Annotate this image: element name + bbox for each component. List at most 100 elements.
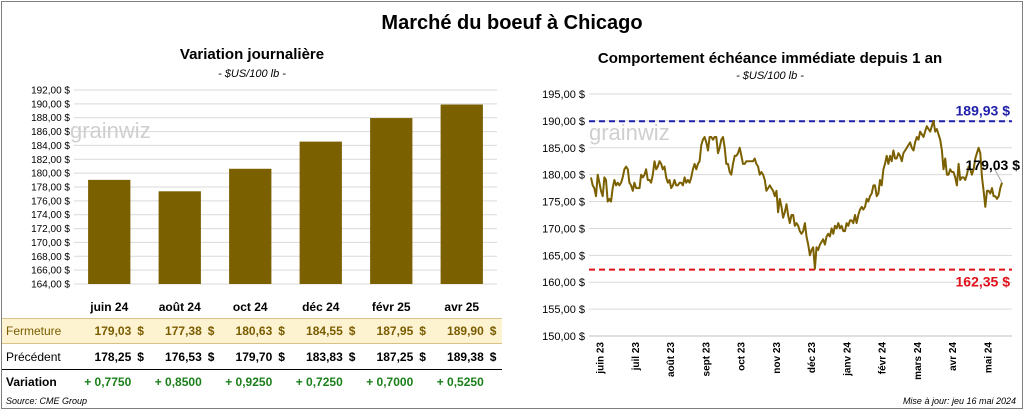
currency-symbol: $ <box>278 350 285 364</box>
table-cell: 177,38 <box>165 324 202 338</box>
x-tick-label: déc 23 <box>807 342 818 374</box>
x-tick-label: juin 23 <box>596 342 607 375</box>
y-tick-label: 192,00 $ <box>31 86 70 97</box>
line-chart-title: Comportement échéance immédiate depuis 1… <box>597 50 943 67</box>
update-note: Mise à jour: jeu 16 mai 2024 <box>902 396 1016 406</box>
currency-symbol: $ <box>137 324 144 338</box>
x-tick-label: mai 24 <box>983 342 994 374</box>
watermark-logo: grainwiz <box>589 120 670 145</box>
y-tick-label: 182,00 $ <box>31 155 70 166</box>
y-tick-label: 174,00 $ <box>31 210 70 221</box>
watermark-logo: grainwiz <box>70 118 151 143</box>
column-header: oct 24 <box>232 300 268 314</box>
x-tick-label: oct 23 <box>737 342 748 371</box>
x-tick-label: févr 24 <box>878 342 889 375</box>
y-tick-label: 155,00 $ <box>542 304 585 316</box>
y-tick-label: 164,00 $ <box>31 280 70 291</box>
bar <box>370 118 413 284</box>
y-tick-label: 188,00 $ <box>31 113 70 124</box>
table-cell: + 0,9250 <box>225 375 273 389</box>
x-tick-label: juil 23 <box>631 342 642 372</box>
y-tick-label: 180,00 $ <box>31 169 70 180</box>
bar <box>158 191 201 284</box>
bar <box>88 179 131 284</box>
currency-symbol: $ <box>489 324 497 338</box>
x-tick-label: avr 24 <box>948 342 959 371</box>
table-cell: 189,38 <box>447 350 484 364</box>
y-tick-label: 185,00 $ <box>542 143 585 155</box>
low-value-label: 162,35 $ <box>956 274 1011 290</box>
y-tick-label: 166,00 $ <box>31 266 70 277</box>
y-tick-label: 186,00 $ <box>31 127 70 138</box>
column-header: août 24 <box>158 300 201 314</box>
bar-chart-title: Variation journalière <box>179 46 325 63</box>
currency-symbol: $ <box>207 324 215 338</box>
table-cell: 179,03 <box>94 324 132 338</box>
column-header: déc 24 <box>302 300 340 314</box>
table-cell: + 0,8500 <box>154 375 202 389</box>
y-tick-label: 165,00 $ <box>542 250 585 262</box>
table-cell: 176,53 <box>165 350 202 364</box>
last-value-leader <box>993 167 1003 183</box>
currency-symbol: $ <box>278 324 285 338</box>
y-tick-label: 190,00 $ <box>542 116 585 128</box>
currency-symbol: $ <box>419 350 426 364</box>
y-tick-label: 170,00 $ <box>31 238 70 249</box>
bar <box>299 141 342 284</box>
table-row-close: Fermeture 179,03 $177,38 $180,63 $184,55 $18… <box>2 318 502 344</box>
y-tick-label: 160,00 $ <box>542 277 585 289</box>
table-cell: + 0,7750 <box>84 375 132 389</box>
x-tick-label: janv 24 <box>842 342 853 377</box>
y-tick-label: 170,00 $ <box>542 223 585 235</box>
y-tick-label: 195,00 $ <box>542 89 585 101</box>
line-chart: grainwiz 150,00 $ 155,00 $ 160,00 $ 165,00 … <box>542 89 1021 380</box>
currency-symbol: $ <box>207 350 215 364</box>
x-tick-label: sept 23 <box>701 342 712 377</box>
y-tick-label: 150,00 $ <box>542 331 585 343</box>
column-header: juin 24 <box>90 300 129 314</box>
currency-symbol: $ <box>489 350 497 364</box>
table-cell: 178,25 <box>94 350 132 364</box>
y-tick-label: 172,00 $ <box>31 224 70 235</box>
table-cell: 189,90 <box>447 324 484 338</box>
column-header: avr 25 <box>444 300 480 314</box>
x-tick-label: mars 24 <box>913 342 924 380</box>
y-tick-label: 184,00 $ <box>31 141 70 152</box>
table-cell: 187,25 <box>376 350 414 364</box>
row-label-close: Fermeture <box>6 324 62 338</box>
y-tick-label: 175,00 $ <box>542 197 585 209</box>
x-tick-label: nov 23 <box>772 342 783 374</box>
y-tick-label: 180,00 $ <box>542 170 585 182</box>
table-header-row: juin 24 août 24 oct 24 déc 24 févr 25 avr 25 <box>2 295 502 319</box>
table-cell: + 0,7000 <box>366 375 414 389</box>
table-cell: 184,55 <box>306 324 343 338</box>
y-tick-label: 190,00 $ <box>31 99 70 110</box>
bar <box>229 168 272 284</box>
price-series-line <box>590 119 1003 270</box>
bar-chart-subtitle: - $US/100 lb - <box>218 68 286 80</box>
last-value-label: 179,03 $ <box>966 157 1021 173</box>
column-header: févr 25 <box>371 300 411 314</box>
currency-symbol: $ <box>137 350 144 364</box>
x-tick-label: août 23 <box>666 342 677 377</box>
table-cell: + 0,5250 <box>436 375 484 389</box>
table-cell: 187,95 <box>376 324 414 338</box>
source-note: Source: CME Group <box>6 396 88 406</box>
currency-symbol: $ <box>348 324 356 338</box>
bar <box>440 104 483 284</box>
bar-chart: grainwiz 164,00 $ 166,00 $ 168,00 $ 170,00 … <box>31 86 497 291</box>
page-title: Marché du boeuf à Chicago <box>381 12 643 34</box>
currency-symbol: $ <box>419 324 426 338</box>
row-label-previous: Précédent <box>6 350 61 364</box>
y-tick-label: 176,00 $ <box>31 196 70 207</box>
table-cell: + 0,7250 <box>295 375 343 389</box>
high-value-label: 189,93 $ <box>956 102 1011 118</box>
table-cell: 183,83 <box>306 350 343 364</box>
row-label-variation: Variation <box>6 375 57 389</box>
y-tick-label: 168,00 $ <box>31 252 70 263</box>
table-cell: 179,70 <box>235 350 273 364</box>
currency-symbol: $ <box>348 350 356 364</box>
table-row-previous: Précédent 178,25 $176,53 $179,70 $183,83 $18… <box>2 345 502 369</box>
table-cell: 180,63 <box>235 324 273 338</box>
